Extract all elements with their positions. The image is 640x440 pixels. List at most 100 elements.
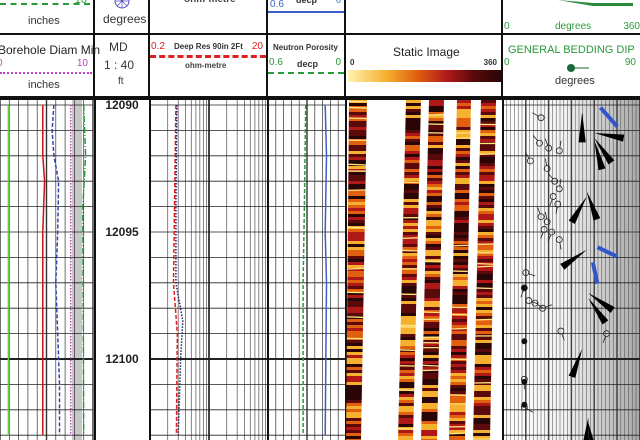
image-band bbox=[473, 187, 496, 190]
fracture-trace bbox=[449, 305, 471, 309]
image-band bbox=[346, 394, 367, 397]
image-band bbox=[421, 331, 444, 334]
image-band bbox=[473, 286, 496, 289]
image-band bbox=[473, 292, 496, 295]
image-band bbox=[421, 313, 444, 316]
rose-fan bbox=[583, 417, 589, 440]
image-band bbox=[473, 163, 496, 166]
image-band bbox=[449, 307, 471, 310]
image-band bbox=[398, 358, 421, 361]
image-band bbox=[421, 118, 444, 121]
dip-tadpole bbox=[545, 144, 553, 152]
image-band bbox=[398, 205, 421, 208]
dip-tadpole bbox=[543, 165, 551, 172]
image-band bbox=[421, 415, 444, 418]
image-band bbox=[346, 250, 367, 253]
image-band bbox=[449, 160, 471, 163]
image-band bbox=[421, 220, 444, 223]
image-band bbox=[473, 112, 496, 115]
image-band bbox=[398, 157, 421, 160]
tadpole-tail bbox=[555, 206, 558, 214]
curve-trace bbox=[42, 105, 46, 436]
image-band bbox=[346, 259, 367, 262]
tadpole-tail bbox=[545, 304, 553, 308]
image-band bbox=[346, 436, 367, 439]
image-band bbox=[473, 349, 496, 352]
image-band bbox=[346, 247, 367, 250]
image-band bbox=[421, 286, 444, 289]
image-band bbox=[398, 115, 421, 118]
image-band bbox=[473, 124, 496, 127]
track6-header: GENERAL BEDDING DIP 0 90 degrees bbox=[503, 35, 640, 98]
image-band bbox=[421, 139, 444, 142]
depth-unit: ft bbox=[118, 76, 124, 87]
image-band bbox=[449, 436, 471, 439]
image-band bbox=[398, 109, 421, 112]
image-band bbox=[473, 376, 496, 379]
curve-title: Neutron Porosity bbox=[273, 43, 338, 52]
image-band bbox=[346, 349, 367, 352]
tadpole-tail bbox=[531, 301, 539, 305]
image-band bbox=[449, 247, 471, 250]
image-band bbox=[421, 151, 444, 154]
image-band bbox=[473, 100, 496, 103]
image-band bbox=[398, 103, 421, 106]
image-band bbox=[421, 163, 444, 166]
image-strip bbox=[421, 100, 444, 440]
track2-header: MD 1 : 40 ft bbox=[95, 35, 150, 98]
image-band bbox=[421, 409, 444, 412]
image-band bbox=[449, 364, 471, 367]
image-band bbox=[473, 220, 496, 223]
image-band bbox=[398, 154, 421, 157]
image-band bbox=[449, 184, 471, 187]
image-band bbox=[449, 235, 471, 238]
image-band bbox=[449, 304, 471, 307]
image-band bbox=[346, 307, 367, 310]
image-band bbox=[473, 364, 496, 367]
image-band bbox=[398, 247, 421, 250]
image-band bbox=[398, 340, 421, 343]
image-band bbox=[473, 172, 496, 175]
image-band bbox=[346, 229, 367, 232]
image-band bbox=[346, 361, 367, 364]
image-band bbox=[449, 424, 471, 427]
tadpole-tail bbox=[544, 138, 549, 146]
image-band bbox=[421, 337, 444, 340]
image-band bbox=[473, 217, 496, 220]
image-band bbox=[421, 277, 444, 280]
image-band bbox=[398, 106, 421, 109]
image-band bbox=[449, 226, 471, 229]
scale-left: 0 bbox=[0, 58, 3, 69]
image-band bbox=[421, 238, 444, 241]
image-band bbox=[346, 304, 367, 307]
image-band bbox=[346, 211, 367, 214]
tadpole-tail bbox=[526, 408, 534, 413]
blue-dip bbox=[596, 245, 618, 259]
image-band bbox=[421, 274, 444, 277]
image-band bbox=[421, 226, 444, 229]
image-band bbox=[421, 103, 444, 106]
image-band bbox=[449, 286, 471, 289]
image-band bbox=[449, 325, 471, 328]
image-band bbox=[449, 283, 471, 286]
image-band bbox=[421, 295, 444, 298]
image-band bbox=[473, 409, 496, 412]
image-band bbox=[346, 199, 367, 202]
image-band bbox=[421, 193, 444, 196]
image-band bbox=[473, 325, 496, 328]
image-band bbox=[421, 424, 444, 427]
image-band bbox=[473, 400, 496, 403]
scale-left: 0.2 bbox=[151, 41, 165, 52]
image-band bbox=[421, 202, 444, 205]
image-band bbox=[421, 430, 444, 433]
image-band bbox=[473, 193, 496, 196]
image-band bbox=[346, 193, 367, 196]
dip-tadpole bbox=[555, 147, 563, 155]
image-band bbox=[346, 160, 367, 163]
image-band bbox=[398, 385, 421, 388]
image-band bbox=[398, 343, 421, 346]
tadpole-tail bbox=[537, 207, 541, 215]
image-band bbox=[398, 289, 421, 292]
dip-tadpole-filled bbox=[521, 338, 528, 345]
image-band bbox=[346, 280, 367, 283]
